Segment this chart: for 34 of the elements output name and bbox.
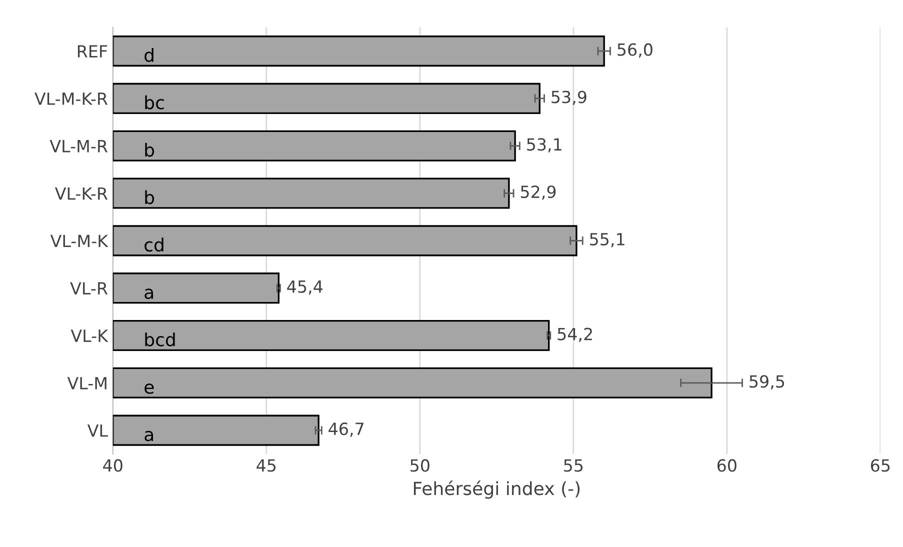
data-label: 53,9 <box>552 90 586 105</box>
annotation: bc <box>145 95 164 110</box>
x-tick-label: 60 <box>717 459 736 472</box>
annotation: bcd <box>145 332 175 346</box>
annotation: d <box>144 48 154 62</box>
x-tick-label: 50 <box>410 459 430 472</box>
y-tick-label: VL-K <box>70 330 108 342</box>
y-tick-label: VL-R <box>70 282 108 294</box>
data-label: 59,5 <box>750 375 784 390</box>
annotation: a <box>144 288 154 300</box>
annotation: b <box>145 190 154 204</box>
annotation: b <box>145 142 154 157</box>
data-label: 55,1 <box>590 233 624 248</box>
annotation: e <box>144 383 154 394</box>
x-axis-title: Fehérségi index (-) <box>414 480 580 499</box>
data-label: 52,9 <box>520 186 556 200</box>
x-tick-label: 40 <box>103 459 122 472</box>
y-tick-label: VL <box>87 424 108 437</box>
x-tick-label: 55 <box>564 459 583 472</box>
y-tick-label: VL-M-K-R <box>34 92 108 105</box>
annotation: cd <box>144 238 164 252</box>
annotation: a <box>144 430 154 442</box>
x-tick-label: 65 <box>870 459 890 472</box>
y-tick-label: VL-M <box>67 377 106 390</box>
y-tick-label: VL-M-K <box>50 234 108 248</box>
data-label: 53,1 <box>527 138 562 152</box>
y-tick-label: REF <box>78 45 108 58</box>
data-label: 54,2 <box>558 328 592 342</box>
x-tick-label: 45 <box>256 459 276 472</box>
data-label: 56,0 <box>618 43 652 58</box>
data-label: 46,7 <box>328 422 364 437</box>
y-tick-label: VL-K-R <box>54 187 108 200</box>
data-label: 45,4 <box>287 280 323 295</box>
y-tick-label: VL-M-R <box>50 140 108 152</box>
